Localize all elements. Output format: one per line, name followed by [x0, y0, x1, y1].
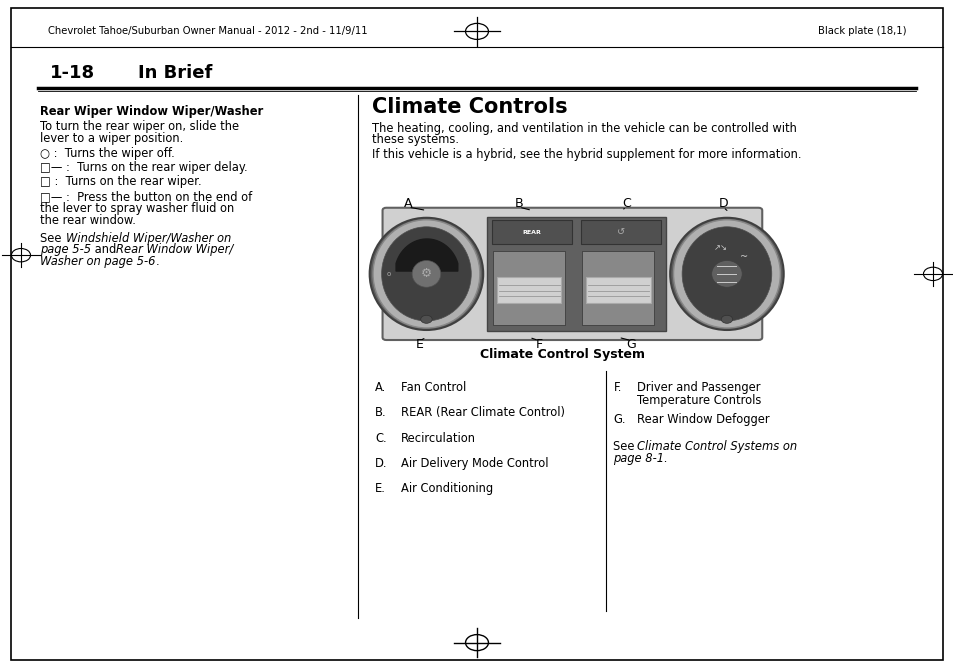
Text: ○ :  Turns the wiper off.: ○ : Turns the wiper off.	[40, 147, 174, 160]
Text: The heating, cooling, and ventilation in the vehicle can be controlled with: The heating, cooling, and ventilation in…	[372, 122, 796, 135]
FancyBboxPatch shape	[382, 208, 761, 340]
Text: page 5-5: page 5-5	[40, 243, 91, 257]
Text: ~: ~	[740, 253, 747, 262]
Ellipse shape	[381, 227, 471, 321]
Text: 1-18: 1-18	[50, 65, 94, 82]
Text: F: F	[535, 338, 542, 351]
Text: and: and	[91, 243, 119, 257]
Text: E.: E.	[375, 482, 385, 496]
Text: Rear Wiper Window Wiper/Washer: Rear Wiper Window Wiper/Washer	[40, 105, 263, 118]
Ellipse shape	[373, 220, 479, 328]
Text: □— :  Press the button on the end of: □— : Press the button on the end of	[40, 190, 252, 203]
Ellipse shape	[681, 227, 771, 321]
Text: Windshield Wiper/Washer on: Windshield Wiper/Washer on	[66, 232, 231, 245]
Ellipse shape	[420, 315, 432, 323]
Ellipse shape	[720, 315, 732, 323]
Text: Rear Window Wiper/: Rear Window Wiper/	[116, 243, 233, 257]
Text: C: C	[621, 197, 631, 210]
Text: A: A	[404, 197, 412, 210]
Text: Washer on page 5-6: Washer on page 5-6	[40, 255, 155, 268]
Text: these systems.: these systems.	[372, 133, 458, 146]
Text: o: o	[386, 271, 390, 277]
Bar	[585, 277, 650, 303]
Bar	[492, 220, 572, 244]
Text: To turn the rear wiper on, slide the: To turn the rear wiper on, slide the	[40, 120, 239, 134]
Text: ⚙: ⚙	[420, 267, 432, 281]
Text: D.: D.	[375, 457, 387, 470]
Text: F.: F.	[613, 381, 621, 394]
Text: Climate Controls: Climate Controls	[372, 97, 567, 117]
Bar	[493, 250, 564, 325]
Text: B: B	[514, 197, 523, 210]
Text: G: G	[626, 338, 636, 351]
Text: Temperature Controls: Temperature Controls	[637, 394, 760, 407]
Text: □— :  Turns on the rear wiper delay.: □— : Turns on the rear wiper delay.	[40, 161, 248, 174]
Text: the lever to spray washer fluid on: the lever to spray washer fluid on	[40, 202, 234, 215]
Text: A.: A.	[375, 381, 386, 394]
Text: If this vehicle is a hybrid, see the hybrid supplement for more information.: If this vehicle is a hybrid, see the hyb…	[372, 148, 801, 162]
Text: See: See	[40, 232, 65, 245]
Text: D: D	[718, 197, 727, 210]
Text: Climate Control Systems on: Climate Control Systems on	[637, 440, 797, 453]
Text: Recirculation: Recirculation	[400, 432, 476, 445]
Bar	[581, 250, 654, 325]
Text: lever to a wiper position.: lever to a wiper position.	[40, 132, 183, 145]
Text: Chevrolet Tahoe/Suburban Owner Manual - 2012 - 2nd - 11/9/11: Chevrolet Tahoe/Suburban Owner Manual - …	[48, 27, 367, 36]
Text: the rear window.: the rear window.	[40, 214, 135, 227]
Bar	[581, 220, 660, 244]
Bar	[487, 217, 665, 331]
Text: .: .	[155, 255, 159, 268]
Text: Air Delivery Mode Control: Air Delivery Mode Control	[400, 457, 548, 470]
Text: Fan Control: Fan Control	[400, 381, 465, 394]
Text: ↗↘: ↗↘	[714, 242, 727, 252]
Text: REAR (Rear Climate Control): REAR (Rear Climate Control)	[400, 406, 564, 420]
Ellipse shape	[669, 218, 783, 330]
Text: page 8-1.: page 8-1.	[613, 452, 667, 465]
Text: In Brief: In Brief	[138, 65, 213, 82]
Text: Rear Window Defogger: Rear Window Defogger	[637, 413, 769, 426]
Text: See: See	[613, 440, 638, 453]
Ellipse shape	[673, 220, 780, 328]
Text: Air Conditioning: Air Conditioning	[400, 482, 493, 496]
Text: REAR: REAR	[522, 230, 541, 235]
Text: E: E	[416, 338, 423, 351]
Text: C.: C.	[375, 432, 386, 445]
Text: □ :  Turns on the rear wiper.: □ : Turns on the rear wiper.	[40, 174, 201, 188]
Text: Climate Control System: Climate Control System	[480, 347, 644, 361]
Text: Driver and Passenger: Driver and Passenger	[637, 381, 760, 394]
Ellipse shape	[369, 218, 482, 330]
Text: Black plate (18,1): Black plate (18,1)	[817, 27, 905, 36]
Text: G.: G.	[613, 413, 625, 426]
Text: ↺: ↺	[617, 228, 625, 237]
Ellipse shape	[412, 261, 440, 287]
Bar	[497, 277, 560, 303]
Ellipse shape	[711, 261, 741, 287]
Text: B.: B.	[375, 406, 386, 420]
